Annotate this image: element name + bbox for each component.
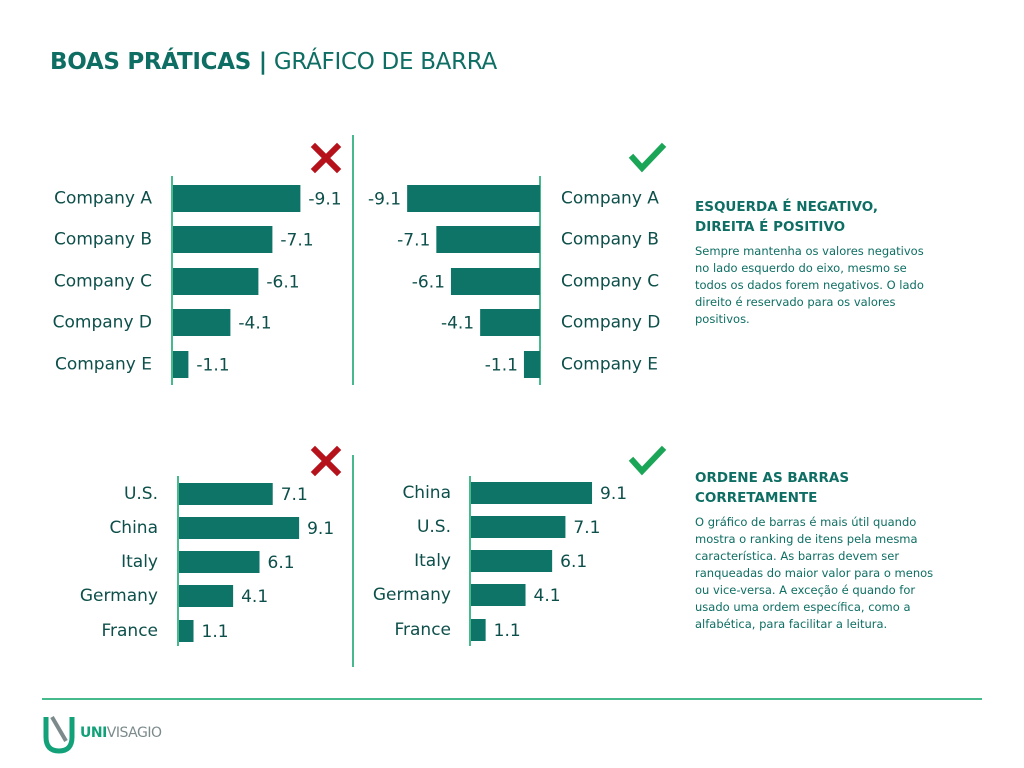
data-label: -6.1 [266, 273, 299, 293]
right-check-icon [628, 445, 667, 476]
category-label: France [394, 620, 451, 640]
category-label: Company C [54, 272, 152, 292]
category-label: Company C [561, 272, 659, 292]
section-title: ORDENE AS BARRAS CORRETAMENTE [695, 470, 850, 506]
logo-wordmark-uni: UNI [80, 725, 107, 741]
category-label: Company E [55, 355, 152, 375]
bar [471, 482, 593, 504]
category-label: China [109, 518, 158, 538]
bar [173, 309, 231, 336]
section-body: Sempre mantenha os valores negativos no … [695, 244, 924, 326]
category-label: Germany [80, 586, 158, 606]
data-label: 9.1 [307, 519, 334, 539]
logo-wordmark-rest: VISAGIO [106, 725, 162, 741]
bar [407, 185, 540, 212]
logo-wordmark: UNIVISAGIO [80, 725, 162, 741]
category-label: Company D [561, 313, 660, 333]
category-label: Company D [53, 313, 152, 333]
data-label: 1.1 [494, 621, 521, 641]
bar [179, 620, 194, 642]
bar [480, 309, 540, 336]
category-label: Company B [561, 230, 659, 250]
page-title-bold: BOAS PRÁTICAS | [50, 49, 267, 75]
bar [173, 268, 259, 295]
data-label: -9.1 [308, 190, 341, 210]
data-label: -7.1 [397, 231, 430, 251]
univisagio-u-logo-icon [43, 715, 75, 754]
category-label: Italy [121, 552, 158, 572]
data-label: -7.1 [280, 231, 313, 251]
data-label: 7.1 [573, 518, 600, 538]
right-check-icon [628, 142, 667, 173]
data-label: -1.1 [196, 356, 229, 376]
bar [471, 619, 486, 641]
category-label: Italy [414, 551, 451, 571]
bar [450, 268, 540, 295]
wrong-x-icon [310, 142, 342, 174]
category-label: Germany [373, 585, 451, 605]
page-title: BOAS PRÁTICAS | GRÁFICO DE BARRA [50, 49, 497, 75]
page-title-rest: GRÁFICO DE BARRA [273, 49, 497, 75]
data-label: 9.1 [600, 484, 627, 504]
category-label: France [101, 621, 158, 641]
data-label: -9.1 [368, 190, 401, 210]
data-label: -4.1 [441, 314, 474, 334]
category-label: Company A [561, 189, 659, 209]
category-label: U.S. [417, 517, 451, 537]
section-order-bars: ORDENE AS BARRAS CORRETAMENTE O gráfico … [695, 468, 940, 633]
bar [523, 351, 540, 378]
bar [179, 551, 260, 573]
category-label: Company A [54, 189, 152, 209]
data-label: -4.1 [238, 314, 271, 334]
bar [179, 517, 300, 539]
category-label: Company B [54, 230, 152, 250]
data-label: 7.1 [281, 485, 308, 505]
data-label: -1.1 [485, 356, 518, 376]
data-label: 4.1 [534, 586, 561, 606]
category-label: U.S. [124, 484, 158, 504]
bar [173, 185, 301, 212]
data-label: 1.1 [202, 622, 229, 642]
category-label: China [402, 483, 451, 503]
bar [173, 226, 273, 253]
section-body: O gráfico de barras é mais útil quando m… [695, 515, 934, 631]
bar [471, 550, 553, 572]
category-label: Company E [561, 355, 658, 375]
section-negative-positive: ESQUERDA É NEGATIVO, DIREITA É POSITIVO … [695, 197, 940, 328]
data-label: 6.1 [268, 553, 295, 573]
bar [436, 226, 540, 253]
footer-divider [42, 698, 982, 700]
bar [179, 585, 234, 607]
bar [173, 351, 189, 378]
section-title: ESQUERDA É NEGATIVO, DIREITA É POSITIVO [695, 199, 879, 235]
bar [471, 516, 566, 538]
bar [179, 483, 273, 505]
data-label: 6.1 [560, 552, 587, 572]
wrong-x-icon [310, 445, 342, 477]
bar [471, 584, 526, 606]
data-label: 4.1 [241, 587, 268, 607]
data-label: -6.1 [412, 273, 445, 293]
